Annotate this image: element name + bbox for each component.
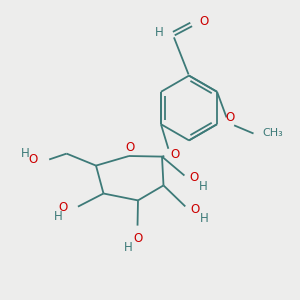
Text: O: O xyxy=(125,141,134,154)
Text: O: O xyxy=(134,232,142,245)
Text: O: O xyxy=(29,153,38,167)
Text: O: O xyxy=(58,201,67,214)
Text: CH₃: CH₃ xyxy=(262,128,283,138)
Text: H: H xyxy=(200,212,208,225)
Text: O: O xyxy=(170,148,179,161)
Text: O: O xyxy=(190,171,199,184)
Text: O: O xyxy=(200,15,208,28)
Text: H: H xyxy=(54,210,63,223)
Text: O: O xyxy=(190,202,200,216)
Text: H: H xyxy=(199,180,208,194)
Text: H: H xyxy=(154,26,164,40)
Text: O: O xyxy=(226,111,235,124)
Text: H: H xyxy=(123,241,132,254)
Text: H: H xyxy=(21,147,30,160)
